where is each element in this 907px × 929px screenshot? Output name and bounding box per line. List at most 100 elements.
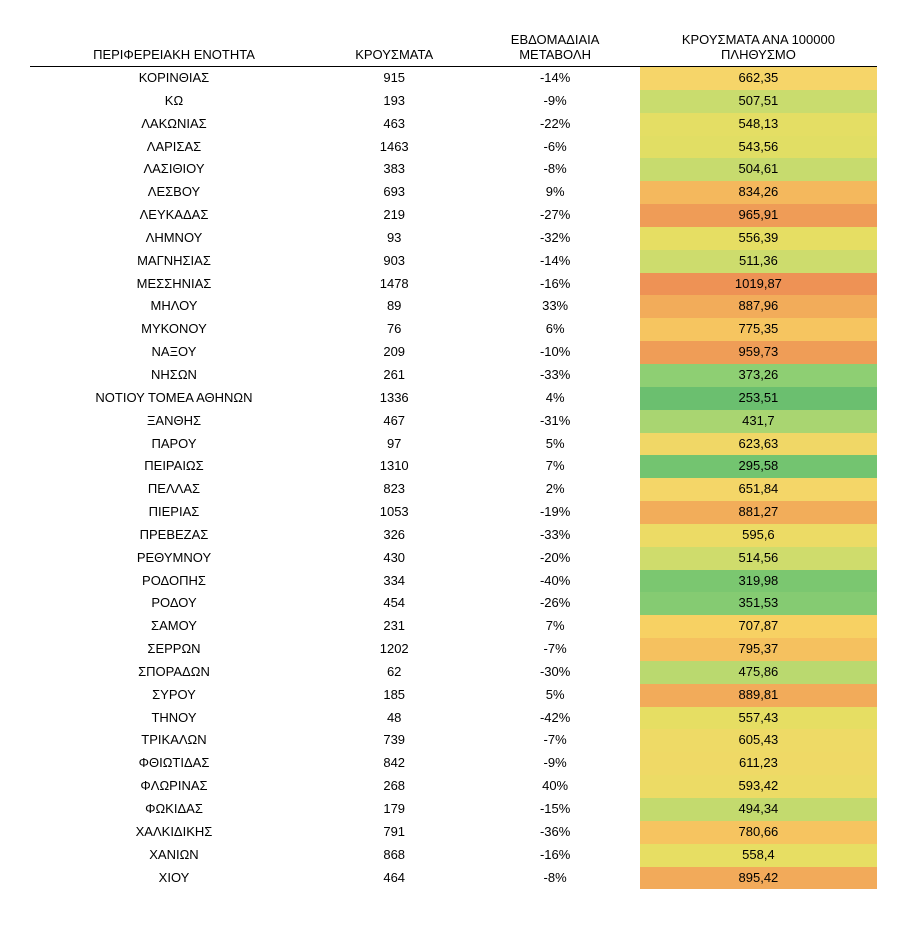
cell-region: ΚΩ: [30, 90, 318, 113]
table-row: ΤΗΝΟΥ48-42%557,43: [30, 707, 877, 730]
cell-cases: 185: [318, 684, 470, 707]
cell-weekly-change: -14%: [470, 67, 639, 90]
cell-weekly-change: 6%: [470, 318, 639, 341]
table-row: ΤΡΙΚΑΛΩΝ739-7%605,43: [30, 729, 877, 752]
cell-cases: 231: [318, 615, 470, 638]
cell-per-100k: 889,81: [640, 684, 877, 707]
cell-weekly-change: 33%: [470, 295, 639, 318]
cell-region: ΛΑΚΩΝΙΑΣ: [30, 113, 318, 136]
cell-weekly-change: -6%: [470, 136, 639, 159]
cell-cases: 842: [318, 752, 470, 775]
cell-per-100k: 959,73: [640, 341, 877, 364]
cell-region: ΧΑΛΚΙΔΙΚΗΣ: [30, 821, 318, 844]
cell-weekly-change: -26%: [470, 592, 639, 615]
cell-per-100k: 556,39: [640, 227, 877, 250]
cell-cases: 48: [318, 707, 470, 730]
table-row: ΜΕΣΣΗΝΙΑΣ1478-16%1019,87: [30, 273, 877, 296]
table-row: ΠΙΕΡΙΑΣ1053-19%881,27: [30, 501, 877, 524]
cell-per-100k: 295,58: [640, 455, 877, 478]
cell-per-100k: 373,26: [640, 364, 877, 387]
cell-cases: 93: [318, 227, 470, 250]
table-row: ΛΑΡΙΣΑΣ1463-6%543,56: [30, 136, 877, 159]
col-header-per100k: ΚΡΟΥΣΜΑΤΑ ΑΝΑ 100000 ΠΛΗΘΥΣΜΟ: [640, 30, 877, 67]
cell-region: ΦΘΙΩΤΙΔΑΣ: [30, 752, 318, 775]
cell-region: ΜΑΓΝΗΣΙΑΣ: [30, 250, 318, 273]
table-row: ΚΟΡΙΝΘΙΑΣ915-14%662,35: [30, 67, 877, 90]
cell-weekly-change: -30%: [470, 661, 639, 684]
cell-per-100k: 895,42: [640, 867, 877, 890]
cell-per-100k: 253,51: [640, 387, 877, 410]
table-row: ΛΗΜΝΟΥ93-32%556,39: [30, 227, 877, 250]
cell-weekly-change: -16%: [470, 844, 639, 867]
cell-per-100k: 780,66: [640, 821, 877, 844]
table-header: ΠΕΡΙΦΕΡΕΙΑΚΗ ΕΝΟΤΗΤΑ ΚΡΟΥΣΜΑΤΑ ΕΒΔΟΜΑΔΙΑ…: [30, 30, 877, 67]
cell-weekly-change: -32%: [470, 227, 639, 250]
cell-region: ΦΩΚΙΔΑΣ: [30, 798, 318, 821]
cell-cases: 903: [318, 250, 470, 273]
table-row: ΣΥΡΟΥ1855%889,81: [30, 684, 877, 707]
cell-region: ΛΑΡΙΣΑΣ: [30, 136, 318, 159]
cell-cases: 739: [318, 729, 470, 752]
cell-cases: 1310: [318, 455, 470, 478]
table-row: ΦΘΙΩΤΙΔΑΣ842-9%611,23: [30, 752, 877, 775]
cell-weekly-change: -42%: [470, 707, 639, 730]
table-row: ΜΑΓΝΗΣΙΑΣ903-14%511,36: [30, 250, 877, 273]
cell-per-100k: 611,23: [640, 752, 877, 775]
cell-region: ΝΟΤΙΟΥ ΤΟΜΕΑ ΑΘΗΝΩΝ: [30, 387, 318, 410]
cell-region: ΝΑΞΟΥ: [30, 341, 318, 364]
table-row: ΞΑΝΘΗΣ467-31%431,7: [30, 410, 877, 433]
cell-cases: 326: [318, 524, 470, 547]
table-row: ΛΑΚΩΝΙΑΣ463-22%548,13: [30, 113, 877, 136]
table-row: ΠΕΛΛΑΣ8232%651,84: [30, 478, 877, 501]
cell-region: ΛΕΥΚΑΔΑΣ: [30, 204, 318, 227]
cell-region: ΚΟΡΙΝΘΙΑΣ: [30, 67, 318, 90]
cell-region: ΠΕΙΡΑΙΩΣ: [30, 455, 318, 478]
cell-weekly-change: 9%: [470, 181, 639, 204]
cell-region: ΜΗΛΟΥ: [30, 295, 318, 318]
cell-cases: 463: [318, 113, 470, 136]
cell-weekly-change: -31%: [470, 410, 639, 433]
cell-cases: 1463: [318, 136, 470, 159]
table-row: ΡΟΔΟΥ454-26%351,53: [30, 592, 877, 615]
cell-weekly-change: 7%: [470, 615, 639, 638]
cell-per-100k: 507,51: [640, 90, 877, 113]
cell-per-100k: 707,87: [640, 615, 877, 638]
cell-region: ΧΙΟΥ: [30, 867, 318, 890]
cell-cases: 915: [318, 67, 470, 90]
table-row: ΧΑΝΙΩΝ868-16%558,4: [30, 844, 877, 867]
cell-weekly-change: -15%: [470, 798, 639, 821]
cell-weekly-change: -8%: [470, 158, 639, 181]
cell-region: ΜΥΚΟΝΟΥ: [30, 318, 318, 341]
table-row: ΛΕΣΒΟΥ6939%834,26: [30, 181, 877, 204]
cell-weekly-change: 7%: [470, 455, 639, 478]
table-row: ΧΑΛΚΙΔΙΚΗΣ791-36%780,66: [30, 821, 877, 844]
cell-cases: 62: [318, 661, 470, 684]
table-row: ΝΗΣΩΝ261-33%373,26: [30, 364, 877, 387]
cell-per-100k: 543,56: [640, 136, 877, 159]
cell-per-100k: 557,43: [640, 707, 877, 730]
cell-cases: 383: [318, 158, 470, 181]
cell-per-100k: 431,7: [640, 410, 877, 433]
cell-per-100k: 504,61: [640, 158, 877, 181]
table-row: ΜΥΚΟΝΟΥ766%775,35: [30, 318, 877, 341]
cell-weekly-change: 5%: [470, 433, 639, 456]
cell-weekly-change: -33%: [470, 364, 639, 387]
cell-cases: 193: [318, 90, 470, 113]
col-header-change: ΕΒΔΟΜΑΔΙΑΙΑ ΜΕΤΑΒΟΛΗ: [470, 30, 639, 67]
cell-weekly-change: -9%: [470, 90, 639, 113]
cell-cases: 219: [318, 204, 470, 227]
page-container: ΠΕΡΙΦΕΡΕΙΑΚΗ ΕΝΟΤΗΤΑ ΚΡΟΥΣΜΑΤΑ ΕΒΔΟΜΑΔΙΑ…: [0, 0, 907, 929]
cell-per-100k: 795,37: [640, 638, 877, 661]
cell-per-100k: 595,6: [640, 524, 877, 547]
cell-weekly-change: -22%: [470, 113, 639, 136]
cell-region: ΣΥΡΟΥ: [30, 684, 318, 707]
cell-cases: 97: [318, 433, 470, 456]
table-row: ΝΑΞΟΥ209-10%959,73: [30, 341, 877, 364]
table-row: ΣΠΟΡΑΔΩΝ62-30%475,86: [30, 661, 877, 684]
table-row: ΧΙΟΥ464-8%895,42: [30, 867, 877, 890]
table-row: ΣΕΡΡΩΝ1202-7%795,37: [30, 638, 877, 661]
cell-per-100k: 319,98: [640, 570, 877, 593]
cell-cases: 1202: [318, 638, 470, 661]
cell-region: ΛΗΜΝΟΥ: [30, 227, 318, 250]
cell-per-100k: 605,43: [640, 729, 877, 752]
